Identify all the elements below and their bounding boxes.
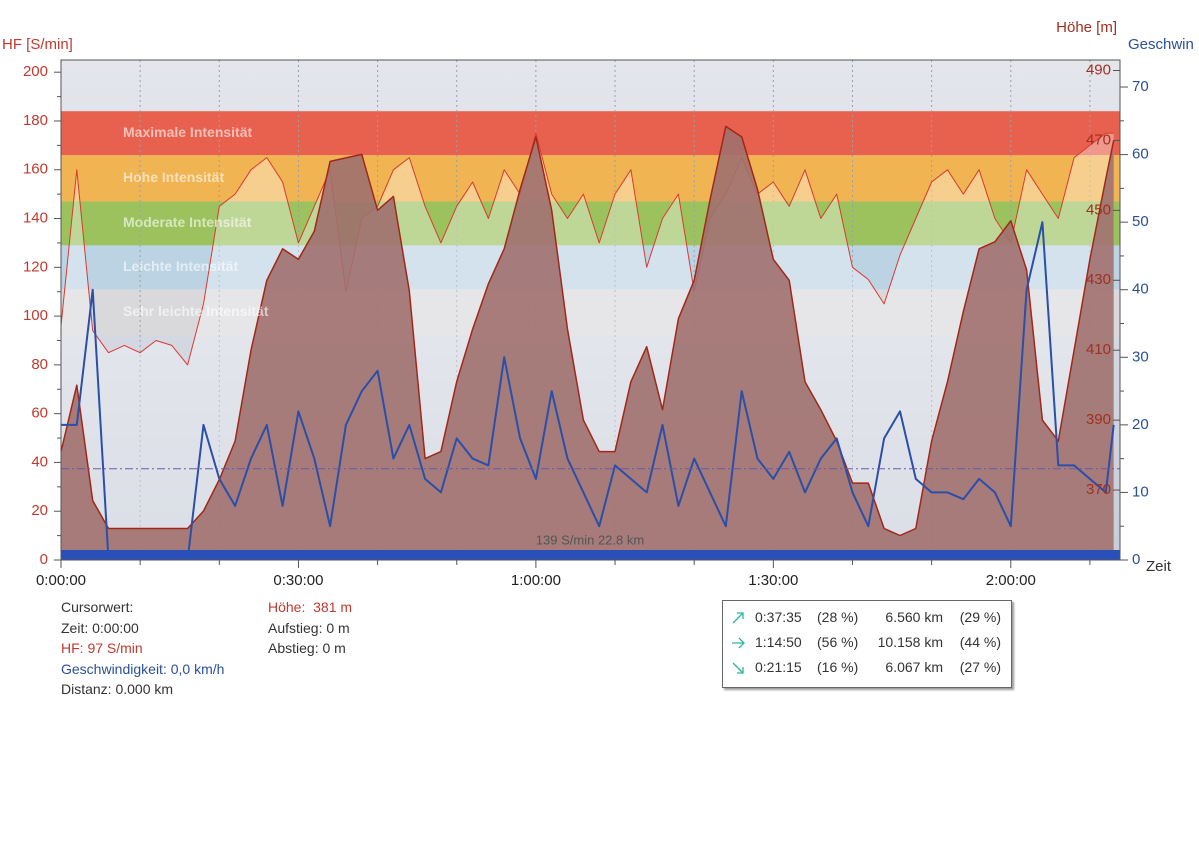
slope-arrow [732,662,744,674]
y-tick-label: 100 [23,307,48,324]
y3-axis-title: Geschwin [1128,36,1194,53]
y-tick-label: 20 [31,502,48,519]
stats-cell: 10.158 km [877,634,943,650]
y-axis-title: HF [S/min] [2,36,73,53]
x-tick-label: 1:00:00 [511,572,561,589]
info-descent: Abstieg: 0 m [268,640,346,656]
y-tick-label: 200 [23,63,48,80]
bottom-strip [61,550,1120,560]
y2-tick-label: 410 [1086,341,1111,358]
y2-axis-title: Höhe [m] [1056,19,1117,36]
x-axis-title: Zeit [1146,558,1172,575]
y3-tick-label: 40 [1132,281,1149,298]
altitude-area [61,126,1114,560]
y-tick-label: 40 [31,453,48,470]
speed-line [61,221,1115,560]
hr-zone [61,155,1120,202]
hr-zone [61,245,1120,290]
info-ascent: Aufstieg: 0 m [268,619,350,636]
hr-zone [61,201,1120,246]
y-tick-label: 60 [31,405,48,422]
y-tick-label: 0 [40,551,48,568]
y2-tick-label: 430 [1086,271,1111,288]
stats-cell: (56 %) [817,634,859,650]
slope-icon [732,662,744,674]
info-hf: HF: 97 S/min [61,640,143,656]
cursor-info: Cursorwert: Zeit: 0:00:00 HF: 97 S/min G… [61,597,224,700]
hr-line [61,132,1114,366]
stats-cell: 1:14:50 [755,634,802,650]
plot-frame [60,59,1121,561]
stats-row: 0:37:35 (28 %) 6.560 km (29 %) [723,606,1011,630]
stats-box: 0:37:35 (28 %) 6.560 km (29 %) 1:14:50 (56 %)… [722,600,1012,688]
y-tick-label: 80 [31,356,48,373]
stats-row: 0:21:15 (16 %) 6.067 km (27 %) [723,656,1011,680]
stats-cell: 0:37:35 [755,609,802,625]
zone-label: Moderate Intensität [123,214,252,230]
stats-row: 1:14:50 (56 %) 10.158 km (44 %) [723,631,1011,655]
cursor-info-right: Höhe: 381 m Aufstieg: 0 m Abstieg: 0 m [268,597,352,659]
y-tick-label: 180 [23,112,48,129]
slope-arrow [732,637,745,649]
info-speed: Geschwindigkeit: 0,0 km/h [61,660,225,677]
y3-tick-label: 60 [1132,146,1149,163]
zone-label: Sehr leichte Intensität [123,303,269,319]
zone-label: Hohe Intensität [123,169,224,185]
chart: Sehr leichte Intensität Leichte Intensitä… [2,19,1194,589]
info-title: Cursorwert: [61,599,134,615]
y3-tick-label: 70 [1132,78,1149,95]
y-tick-label: 120 [23,258,48,275]
axes: 0204060801001201401601802003703904104304… [23,59,1149,589]
slope-icon [732,612,744,624]
annotation: 139 S/min 22.8 km [536,532,644,547]
y3-tick-label: 20 [1132,416,1149,433]
stats-cell: (28 %) [817,609,859,625]
y2-tick-label: 390 [1086,411,1111,428]
y2-tick-label: 370 [1086,481,1111,498]
hr-zone [61,289,1120,336]
y3-tick-label: 30 [1132,348,1149,365]
hr-zone [61,111,1120,156]
x-tick-label: 0:30:00 [273,572,323,589]
y2-tick-label: 470 [1086,131,1111,148]
stats-cell: (29 %) [959,609,1001,625]
x-tick-label: 2:00:00 [986,572,1036,589]
y3-tick-label: 50 [1132,213,1149,230]
y-tick-label: 140 [23,210,48,227]
stats-cell: 6.560 km [885,609,943,625]
y3-tick-label: 0 [1132,551,1140,568]
info-time: Zeit: 0:00:00 [61,619,139,636]
stats-cell: 6.067 km [885,659,943,675]
y-tick-label: 160 [23,161,48,178]
stats-cell: 0:21:15 [755,659,802,675]
plot: Sehr leichte Intensität Leichte Intensitä… [61,60,1120,560]
altitude-line [61,125,1115,537]
stats-cell: (44 %) [959,634,1001,650]
y2-tick-label: 490 [1086,61,1111,78]
zone-label: Maximale Intensität [123,124,252,140]
info-distance: Distanz: 0.000 km [61,681,174,697]
stats-cell: (27 %) [959,659,1001,675]
stats-cell: (16 %) [817,659,859,675]
x-tick-label: 0:00:00 [36,572,86,589]
slope-icon [732,637,745,649]
x-tick-label: 1:30:00 [748,572,798,589]
slope-arrow [732,612,744,624]
y3-tick-label: 10 [1132,483,1149,500]
zone-label: Leichte Intensität [123,258,238,274]
y2-tick-label: 450 [1086,201,1111,218]
info-altitude: Höhe: 381 m [268,599,353,615]
